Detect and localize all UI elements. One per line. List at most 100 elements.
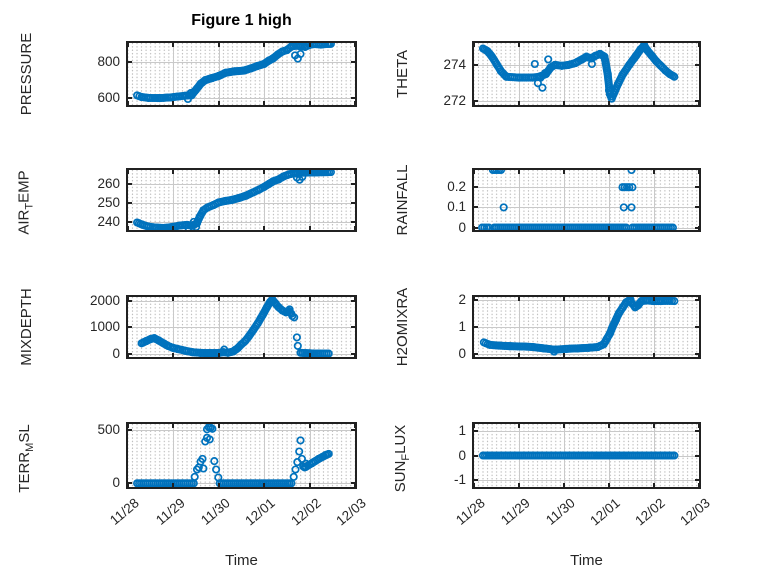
data-point-marker [625,183,634,192]
x-tick-bottom [698,101,699,105]
y-tick-left [474,454,478,457]
data-point-marker [205,435,214,444]
data-point-marker [214,473,223,482]
x-tick-top [354,43,355,47]
x-gridline [609,170,610,230]
x-tick-top [563,424,565,428]
y-tick-left [474,325,478,328]
x-tick-bottom [474,353,475,357]
x-tick-bottom [698,353,699,357]
data-point-marker [292,333,301,342]
y-tick-right [695,226,699,229]
x-tick-bottom [474,101,475,105]
data-point-marker [496,170,506,175]
y-tick-right [351,183,355,186]
data-point-marker [301,459,311,468]
x-tick-top [698,170,699,174]
x-gridline [564,170,565,230]
x-tick-top [653,424,655,428]
y-tick-label: 272 [443,93,466,109]
y-axis-label-mixdepth: MIXDEPTH [17,267,37,387]
y-axis-label-sun_flux: SUNFLUX [391,397,416,520]
x-tick-bottom [518,101,520,105]
x-tick-top [563,43,565,47]
y-label-text: EMP [15,170,33,203]
plot-area-air_temp [128,170,355,230]
plot-area-terr_msl [128,424,355,487]
y-tick-label: 240 [97,213,120,229]
x-tick-bottom [308,226,311,230]
y-tick-label: 800 [97,54,120,70]
x-tick-bottom [653,353,655,357]
y-label-text: THETA [394,49,411,99]
x-gridline [173,170,175,230]
y-axis-label-rainfall: RAINFALL [393,140,413,260]
data-point-marker [285,305,294,314]
y-gridline [128,301,355,302]
y-tick-right [351,300,355,302]
x-tick-top [308,297,311,301]
data-point-marker [326,170,335,177]
x-gridline [173,424,175,487]
data-point-marker [627,170,636,175]
y-tick-left [128,300,132,302]
x-tick-label: 12/03 [677,495,713,529]
x-tick-top [172,424,175,428]
x-tick-bottom [354,353,355,357]
data-point-marker [628,183,637,192]
x-tick-bottom [128,226,129,230]
x-tick-bottom [308,353,311,357]
data-point-marker [550,347,559,356]
x-tick-top [217,424,220,428]
x-tick-top [217,297,220,301]
x-tick-bottom [217,353,220,357]
data-point-marker [321,43,330,49]
y-axis-label-terr_msl: TERRMSL [15,397,40,520]
y-tick-left [128,183,132,186]
axes-box-pressure [126,41,357,107]
plot-area-pressure [128,43,355,105]
x-tick-top [518,297,520,301]
x-tick-top [653,170,655,174]
plot-area-sun_flux [474,424,699,487]
x-tick-top [354,297,355,301]
x-tick-top [474,170,475,174]
y-tick-label: 1 [458,318,466,334]
x-tick-top [563,170,565,174]
y-tick-left [128,326,132,329]
data-point-marker [184,223,193,230]
x-tick-label: 11/30 [543,495,578,528]
x-tick-bottom [563,226,565,230]
x-tick-top [698,424,699,428]
data-point-marker [324,349,333,357]
data-point-marker [296,49,305,59]
plot-area-mixdepth [128,297,355,357]
y-gridline [128,430,355,432]
data-point-marker [670,451,679,460]
data-point-marker [297,454,306,463]
y-tick-right [695,352,699,355]
x-tick-bottom [698,483,699,487]
x-tick-bottom [263,353,266,357]
x-tick-bottom [563,353,565,357]
data-point-marker [190,472,199,481]
x-tick-label: 11/29 [498,495,533,528]
y-tick-label: 0 [112,345,120,361]
axes-box-h2omixra [472,295,701,359]
scatter-series-rainfall [478,170,677,230]
x-tick-bottom [563,101,565,105]
data-point-marker [670,297,679,306]
y-tick-label: 260 [97,176,120,192]
y-label-subscript: M [23,442,36,452]
y-tick-right [351,96,355,99]
x-tick-bottom [128,353,129,357]
x-tick-top [128,424,129,428]
y-tick-left [128,429,132,432]
data-point-marker [601,337,610,346]
data-point-marker [541,69,550,78]
x-gridline [218,424,220,487]
x-tick-bottom [217,101,220,105]
data-point-marker [530,59,539,69]
x-tick-top [518,43,520,47]
y-tick-right [695,430,699,433]
